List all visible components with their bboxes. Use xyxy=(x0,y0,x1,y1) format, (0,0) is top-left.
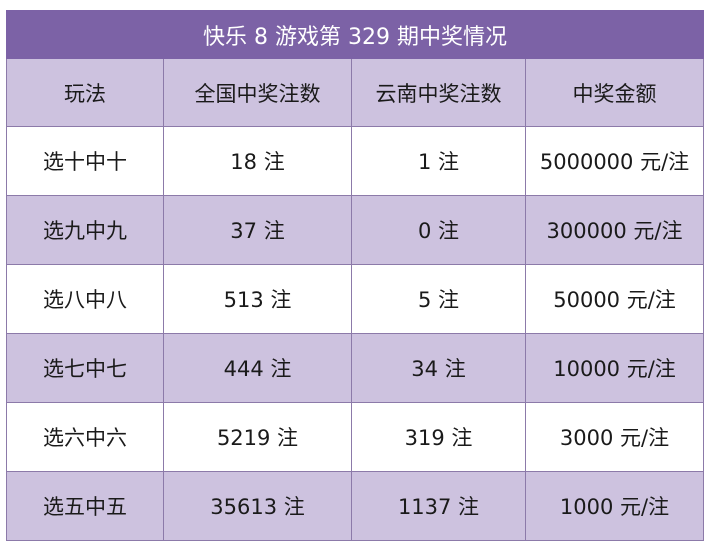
table-row: 选九中九 37 注 0 注 300000 元/注 xyxy=(6,195,705,265)
national-winners-cell: 513 注 xyxy=(163,264,352,334)
table-row: 选六中六 5219 注 319 注 3000 元/注 xyxy=(6,402,705,472)
header-play-type: 玩法 xyxy=(6,58,164,127)
play-type-cell: 选九中九 xyxy=(6,195,164,265)
prize-amount-cell: 300000 元/注 xyxy=(524,195,705,265)
prize-amount-cell: 5000000 元/注 xyxy=(524,126,705,196)
yunnan-winners-cell: 1137 注 xyxy=(351,471,526,541)
play-type-cell: 选六中六 xyxy=(6,402,164,472)
header-prize-amount: 中奖金额 xyxy=(524,58,705,127)
table-header-row: 玩法 全国中奖注数 云南中奖注数 中奖金额 xyxy=(6,58,705,127)
prize-amount-cell: 1000 元/注 xyxy=(524,471,705,541)
header-national-winners: 全国中奖注数 xyxy=(163,58,352,127)
table-row: 选八中八 513 注 5 注 50000 元/注 xyxy=(6,264,705,334)
national-winners-cell: 18 注 xyxy=(163,126,352,196)
play-type-cell: 选十中十 xyxy=(6,126,164,196)
prize-amount-cell: 3000 元/注 xyxy=(524,402,705,472)
prize-table: 快乐 8 游戏第 329 期中奖情况 玩法 全国中奖注数 云南中奖注数 中奖金额… xyxy=(5,10,705,541)
table-row: 选五中五 35613 注 1137 注 1000 元/注 xyxy=(6,471,705,541)
national-winners-cell: 5219 注 xyxy=(163,402,352,472)
header-yunnan-winners: 云南中奖注数 xyxy=(351,58,526,127)
national-winners-cell: 444 注 xyxy=(163,333,352,403)
table-row: 选七中七 444 注 34 注 10000 元/注 xyxy=(6,333,705,403)
yunnan-winners-cell: 34 注 xyxy=(351,333,526,403)
prize-amount-cell: 10000 元/注 xyxy=(524,333,705,403)
table-title-row: 快乐 8 游戏第 329 期中奖情况 xyxy=(5,10,705,59)
prize-table-container: 快乐 8 游戏第 329 期中奖情况 玩法 全国中奖注数 云南中奖注数 中奖金额… xyxy=(5,10,705,541)
yunnan-winners-cell: 0 注 xyxy=(351,195,526,265)
yunnan-winners-cell: 319 注 xyxy=(351,402,526,472)
prize-amount-cell: 50000 元/注 xyxy=(524,264,705,334)
yunnan-winners-cell: 1 注 xyxy=(351,126,526,196)
play-type-cell: 选五中五 xyxy=(6,471,164,541)
national-winners-cell: 37 注 xyxy=(163,195,352,265)
national-winners-cell: 35613 注 xyxy=(163,471,352,541)
play-type-cell: 选八中八 xyxy=(6,264,164,334)
table-row: 选十中十 18 注 1 注 5000000 元/注 xyxy=(6,126,705,196)
yunnan-winners-cell: 5 注 xyxy=(351,264,526,334)
table-title: 快乐 8 游戏第 329 期中奖情况 xyxy=(5,10,705,59)
play-type-cell: 选七中七 xyxy=(6,333,164,403)
